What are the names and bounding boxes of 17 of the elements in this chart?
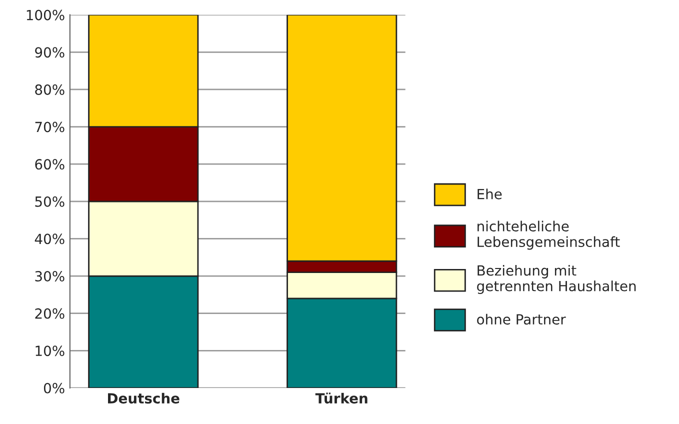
y-tick-label: 10% [36, 346, 64, 356]
y-tick-label: 40% [34, 234, 64, 244]
legend-label: nichteheliche Lebensgemeinschaft [478, 220, 620, 250]
legend-label: Beziehung mit getrennten Haushalten [477, 265, 636, 294]
y-tick-label: 0% [44, 382, 64, 394]
y-tick-label: 70% [35, 122, 64, 132]
x-tick-label: Türken [315, 392, 368, 404]
y-tick-label: 50% [35, 196, 64, 207]
y-tick-label: 60% [35, 159, 64, 170]
y-tick-label: 30% [35, 270, 64, 282]
y-tick-label: 90% [35, 47, 64, 58]
legend-label: Ehe [478, 188, 502, 200]
y-tick-label: 100% [26, 10, 64, 20]
y-tick-label: 20% [35, 308, 64, 319]
legend-label: ohne Partner [477, 314, 566, 325]
y-tick-label: 80% [35, 84, 64, 95]
x-tick-label: Deutsche [108, 392, 180, 404]
